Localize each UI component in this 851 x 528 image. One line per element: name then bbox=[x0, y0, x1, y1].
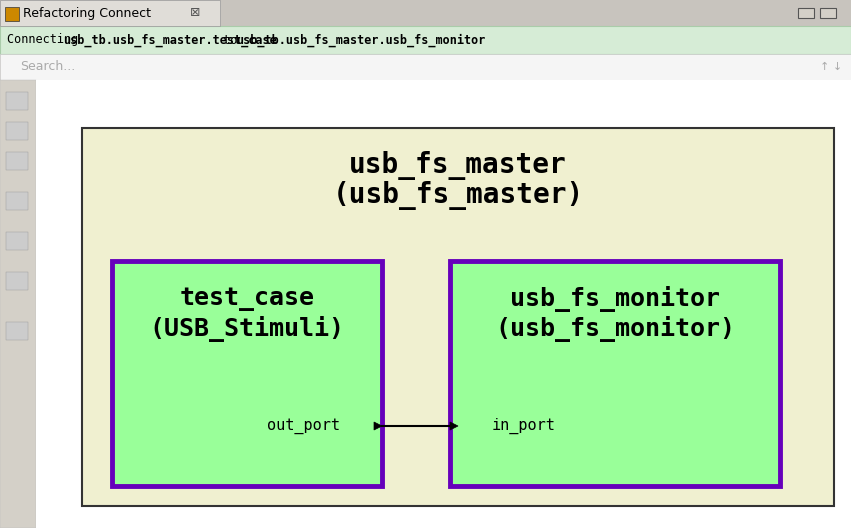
Polygon shape bbox=[374, 422, 382, 430]
Text: (usb_fs_master): (usb_fs_master) bbox=[333, 182, 584, 211]
Text: usb_fs_master: usb_fs_master bbox=[349, 152, 567, 181]
Text: to: to bbox=[216, 33, 244, 46]
Text: in_port: in_port bbox=[492, 418, 556, 434]
Bar bbox=[0, 0, 851, 26]
Bar bbox=[82, 128, 834, 506]
Bar bbox=[6, 232, 28, 250]
Polygon shape bbox=[450, 422, 458, 430]
Text: ↑ ↓: ↑ ↓ bbox=[820, 62, 842, 72]
Text: Refactoring Connect: Refactoring Connect bbox=[23, 6, 151, 20]
Bar bbox=[0, 0, 220, 26]
Bar bbox=[6, 192, 28, 210]
Bar bbox=[820, 8, 836, 18]
Bar bbox=[112, 261, 382, 486]
Text: usb_fs_monitor: usb_fs_monitor bbox=[510, 286, 720, 312]
Text: (usb_fs_monitor): (usb_fs_monitor) bbox=[495, 316, 735, 342]
Bar bbox=[36, 80, 851, 528]
Text: out_port: out_port bbox=[267, 418, 340, 434]
Bar bbox=[6, 322, 28, 340]
Bar bbox=[0, 80, 36, 528]
Bar bbox=[6, 152, 28, 170]
Text: usb_tb.usb_fs_master.usb_fs_monitor: usb_tb.usb_fs_master.usb_fs_monitor bbox=[237, 33, 486, 46]
Bar bbox=[798, 8, 814, 18]
Text: Connecting: Connecting bbox=[7, 33, 85, 46]
Bar bbox=[5, 7, 19, 21]
Text: test_case: test_case bbox=[180, 287, 315, 311]
Bar bbox=[6, 272, 28, 290]
Bar bbox=[450, 261, 780, 486]
Bar bbox=[6, 122, 28, 140]
Text: Search...: Search... bbox=[20, 61, 75, 73]
Text: (USB_Stimuli): (USB_Stimuli) bbox=[150, 316, 345, 342]
Text: usb_tb.usb_fs_master.test_case: usb_tb.usb_fs_master.test_case bbox=[63, 33, 277, 46]
Text: ⊠: ⊠ bbox=[190, 6, 201, 20]
Bar bbox=[0, 26, 851, 54]
Bar bbox=[0, 54, 851, 80]
Bar bbox=[6, 92, 28, 110]
